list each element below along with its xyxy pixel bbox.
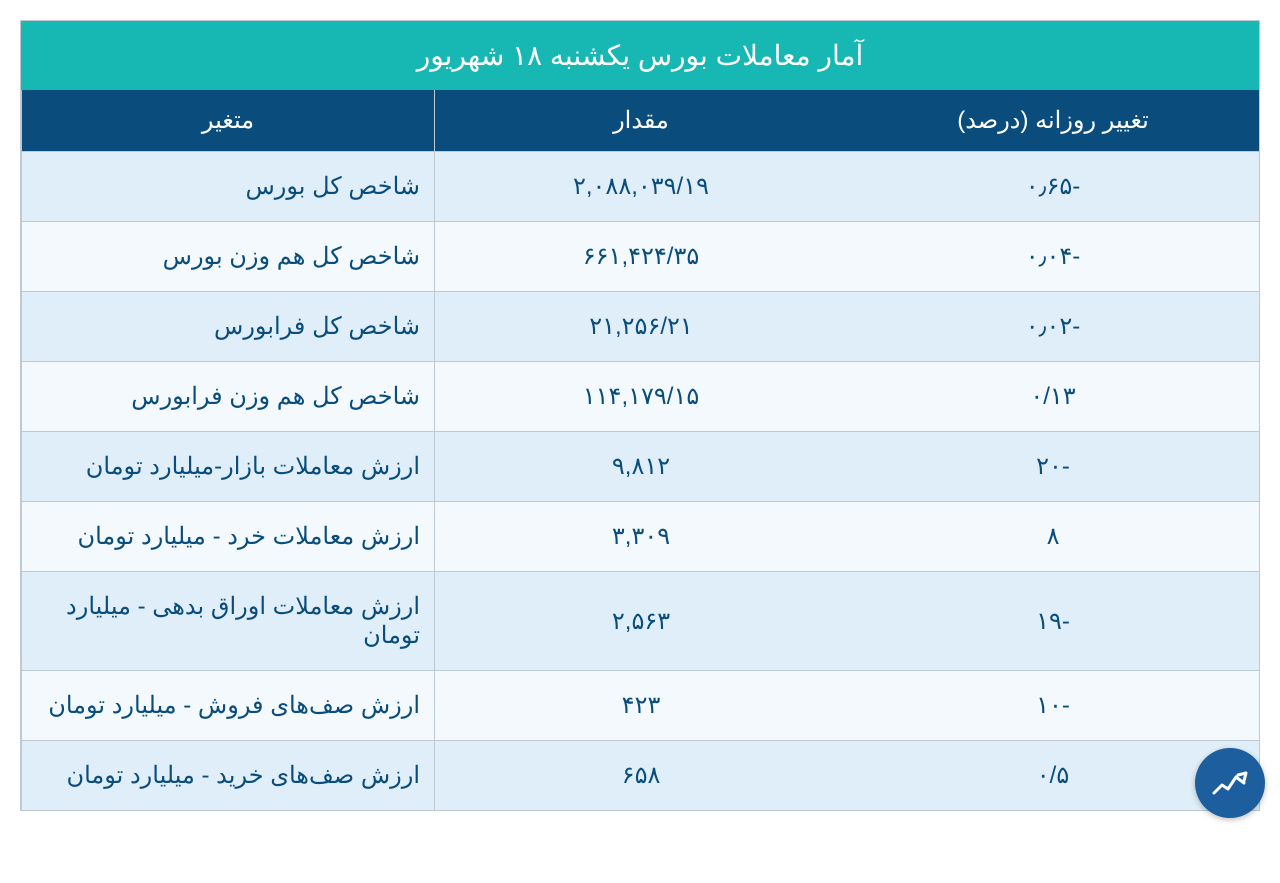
cell-value: ۶۶۱,۴۲۴/۳۵: [434, 221, 847, 291]
table-row: ارزش معاملات خرد - میلیارد تومان ۳,۳۰۹ ۸: [21, 501, 1259, 571]
brand-logo-icon: [1195, 748, 1265, 818]
col-header-value: مقدار: [434, 90, 847, 151]
cell-value: ۴۲۳: [434, 670, 847, 740]
cell-value: ۲۱,۲۵۶/۲۱: [434, 291, 847, 361]
col-header-variable: متغیر: [21, 90, 434, 151]
cell-change: ۰/۱۳: [847, 361, 1259, 431]
cell-change: -۰٫۶۵: [847, 151, 1259, 221]
cell-change: ۸: [847, 501, 1259, 571]
table-header-row: متغیر مقدار تغییر روزانه (درصد): [21, 90, 1259, 151]
table-body: شاخص کل بورس ۲,۰۸۸,۰۳۹/۱۹ -۰٫۶۵ شاخص کل …: [21, 151, 1259, 810]
cell-value: ۲,۰۸۸,۰۳۹/۱۹: [434, 151, 847, 221]
cell-variable: شاخص کل هم وزن بورس: [21, 221, 434, 291]
cell-variable: ارزش معاملات اوراق بدهی - میلیارد تومان: [21, 571, 434, 670]
cell-change: -۲۰: [847, 431, 1259, 501]
table-row: شاخص کل بورس ۲,۰۸۸,۰۳۹/۱۹ -۰٫۶۵: [21, 151, 1259, 221]
table-row: ارزش معاملات اوراق بدهی - میلیارد تومان …: [21, 571, 1259, 670]
cell-variable: شاخص کل هم وزن فرابورس: [21, 361, 434, 431]
col-header-change: تغییر روزانه (درصد): [847, 90, 1259, 151]
cell-value: ۱۱۴,۱۷۹/۱۵: [434, 361, 847, 431]
table-title: آمار معاملات بورس یکشنبه ۱۸ شهریور: [21, 21, 1259, 90]
cell-value: ۶۵۸: [434, 740, 847, 810]
cell-variable: ارزش صف‌های فروش - میلیارد تومان: [21, 670, 434, 740]
cell-change: -۱۹: [847, 571, 1259, 670]
cell-variable: شاخص کل بورس: [21, 151, 434, 221]
table-row: ارزش صف‌های فروش - میلیارد تومان ۴۲۳ -۱۰: [21, 670, 1259, 740]
cell-change: -۱۰: [847, 670, 1259, 740]
table-row: ارزش صف‌های خرید - میلیارد تومان ۶۵۸ ۰/۵: [21, 740, 1259, 810]
cell-variable: ارزش معاملات خرد - میلیارد تومان: [21, 501, 434, 571]
table-row: شاخص کل هم وزن بورس ۶۶۱,۴۲۴/۳۵ -۰٫۰۴: [21, 221, 1259, 291]
table-row: شاخص کل هم وزن فرابورس ۱۱۴,۱۷۹/۱۵ ۰/۱۳: [21, 361, 1259, 431]
cell-value: ۹,۸۱۲: [434, 431, 847, 501]
table-row: شاخص کل فرابورس ۲۱,۲۵۶/۲۱ -۰٫۰۲: [21, 291, 1259, 361]
stock-stats-table: آمار معاملات بورس یکشنبه ۱۸ شهریور متغیر…: [20, 20, 1260, 811]
cell-value: ۲,۵۶۳: [434, 571, 847, 670]
cell-variable: ارزش صف‌های خرید - میلیارد تومان: [21, 740, 434, 810]
cell-variable: ارزش معاملات بازار-میلیارد تومان: [21, 431, 434, 501]
cell-change: -۰٫۰۴: [847, 221, 1259, 291]
cell-variable: شاخص کل فرابورس: [21, 291, 434, 361]
cell-value: ۳,۳۰۹: [434, 501, 847, 571]
table-row: ارزش معاملات بازار-میلیارد تومان ۹,۸۱۲ -…: [21, 431, 1259, 501]
cell-change: -۰٫۰۲: [847, 291, 1259, 361]
